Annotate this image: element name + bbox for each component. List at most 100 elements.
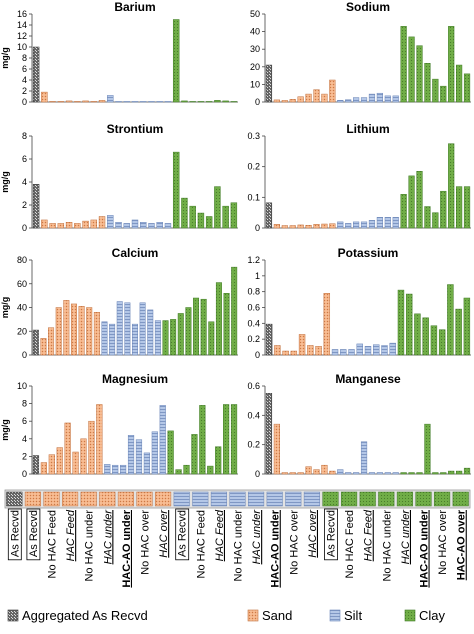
category-label: No HAC Feed: [344, 510, 356, 578]
bar-sand: [297, 96, 304, 103]
bar-silt: [123, 223, 130, 229]
bar-clay: [207, 465, 214, 475]
bar-clay: [432, 472, 439, 475]
bar-sand: [93, 312, 100, 356]
category-swatch-sand: [136, 491, 153, 507]
y-axis-label: mg/g: [0, 419, 10, 441]
y-tick-label: 0: [22, 350, 27, 360]
y-tick-label: 2: [22, 451, 27, 461]
bar-clay: [456, 64, 463, 103]
bar-sand: [305, 93, 312, 103]
bar-clay: [230, 202, 238, 229]
category-label: HAC under: [400, 509, 412, 565]
bar-clay: [424, 63, 431, 103]
bar-silt: [376, 472, 383, 475]
category-swatch-clay: [341, 491, 358, 507]
legend-swatch-clay: [404, 609, 416, 622]
bar-clay: [231, 266, 238, 356]
y-tick-label: 6: [22, 416, 27, 426]
bar-sand: [82, 100, 89, 103]
bar-clay: [189, 205, 196, 229]
category-label: No HAC under: [381, 510, 393, 582]
y-tick-label: 14: [17, 20, 27, 30]
bar-clay: [208, 321, 215, 356]
bar-sand: [289, 225, 296, 229]
category-swatch-clay: [322, 491, 339, 507]
chart-panel-strontium: Strontium mg/g 0 2 4 6 8: [0, 122, 238, 233]
bar-silt: [135, 439, 143, 475]
category-swatch-silt: [285, 491, 302, 507]
bar-clay: [193, 297, 200, 356]
category-label: HAC Feed: [363, 509, 375, 561]
chart-panel-calcium: Calcium mg/g 0 20 40 60 80: [0, 246, 238, 360]
bar-silt: [131, 219, 139, 229]
y-tick-label: 0.1: [247, 192, 260, 202]
bar-sand: [305, 224, 312, 229]
bar-sand: [98, 216, 106, 229]
bar-sand: [56, 447, 63, 475]
category-label: No HAC under: [233, 510, 245, 582]
bar-silt: [124, 302, 131, 356]
bar-sand: [72, 451, 79, 475]
category-label: HAC under: [251, 509, 263, 565]
bar-silt: [331, 349, 339, 356]
y-tick-label: 0.3: [247, 131, 260, 141]
bar-silt: [147, 309, 154, 356]
bar-clay: [223, 293, 230, 356]
y-tick-label: 8: [22, 399, 27, 409]
bar-clay: [191, 434, 198, 475]
y-tick-label: 10: [17, 42, 27, 52]
bar-silt: [368, 220, 376, 229]
bar-sand: [273, 224, 280, 229]
category-swatch-sand: [117, 491, 134, 507]
bar-silt: [107, 95, 114, 103]
y-tick-label: 0: [255, 223, 260, 233]
bar-silt: [337, 469, 344, 475]
bar-sand: [48, 454, 55, 475]
bar-clay: [205, 216, 213, 229]
legend-label-silt: Silt: [344, 608, 362, 623]
bar-sand: [282, 350, 289, 356]
bar-silt: [392, 217, 399, 229]
y-tick-label: 0.6: [247, 381, 260, 391]
bar-silt: [140, 101, 147, 103]
bar-silt: [392, 472, 399, 475]
bar-aggregated: [32, 329, 39, 356]
y-tick-label: 0: [255, 350, 260, 360]
y-tick-label: 0: [22, 223, 27, 233]
bar-silt: [353, 472, 360, 475]
bar-clay: [197, 212, 205, 229]
chart-title: Barium: [114, 0, 155, 14]
bar-clay: [424, 423, 431, 475]
bar-sand: [329, 470, 336, 475]
y-tick-label: 6: [22, 64, 27, 74]
bar-silt: [112, 464, 119, 475]
category-swatch-silt: [173, 491, 190, 507]
category-swatch-silt: [210, 491, 227, 507]
bar-sand: [82, 220, 89, 229]
legend-label-aggregated: Aggregated As Recvd: [22, 608, 148, 623]
bar-sand: [273, 423, 280, 475]
bar-silt: [360, 221, 368, 229]
bar-silt: [139, 302, 146, 356]
bar-silt: [154, 320, 161, 356]
bar-silt: [384, 217, 391, 229]
bar-sand: [63, 300, 70, 356]
bar-silt: [373, 344, 380, 356]
category-swatch-sand: [80, 491, 97, 507]
bar-silt: [164, 223, 172, 229]
bar-silt: [101, 321, 108, 356]
bar-clay: [397, 289, 405, 356]
category-label: No HAC under: [84, 510, 96, 582]
y-tick-label: 30: [250, 44, 260, 54]
bar-clay: [181, 197, 188, 229]
y-tick-label: 4: [22, 177, 27, 187]
category-swatch-aggregated: [6, 491, 23, 507]
bar-clay: [162, 320, 169, 356]
legend-label-clay: Clay: [419, 608, 446, 623]
chart-panel-sodium: Sodium 0 10 20 30 40 50: [250, 0, 471, 107]
bar-sand: [49, 223, 56, 229]
bar-sand: [74, 101, 81, 103]
bar-clay: [230, 101, 238, 103]
